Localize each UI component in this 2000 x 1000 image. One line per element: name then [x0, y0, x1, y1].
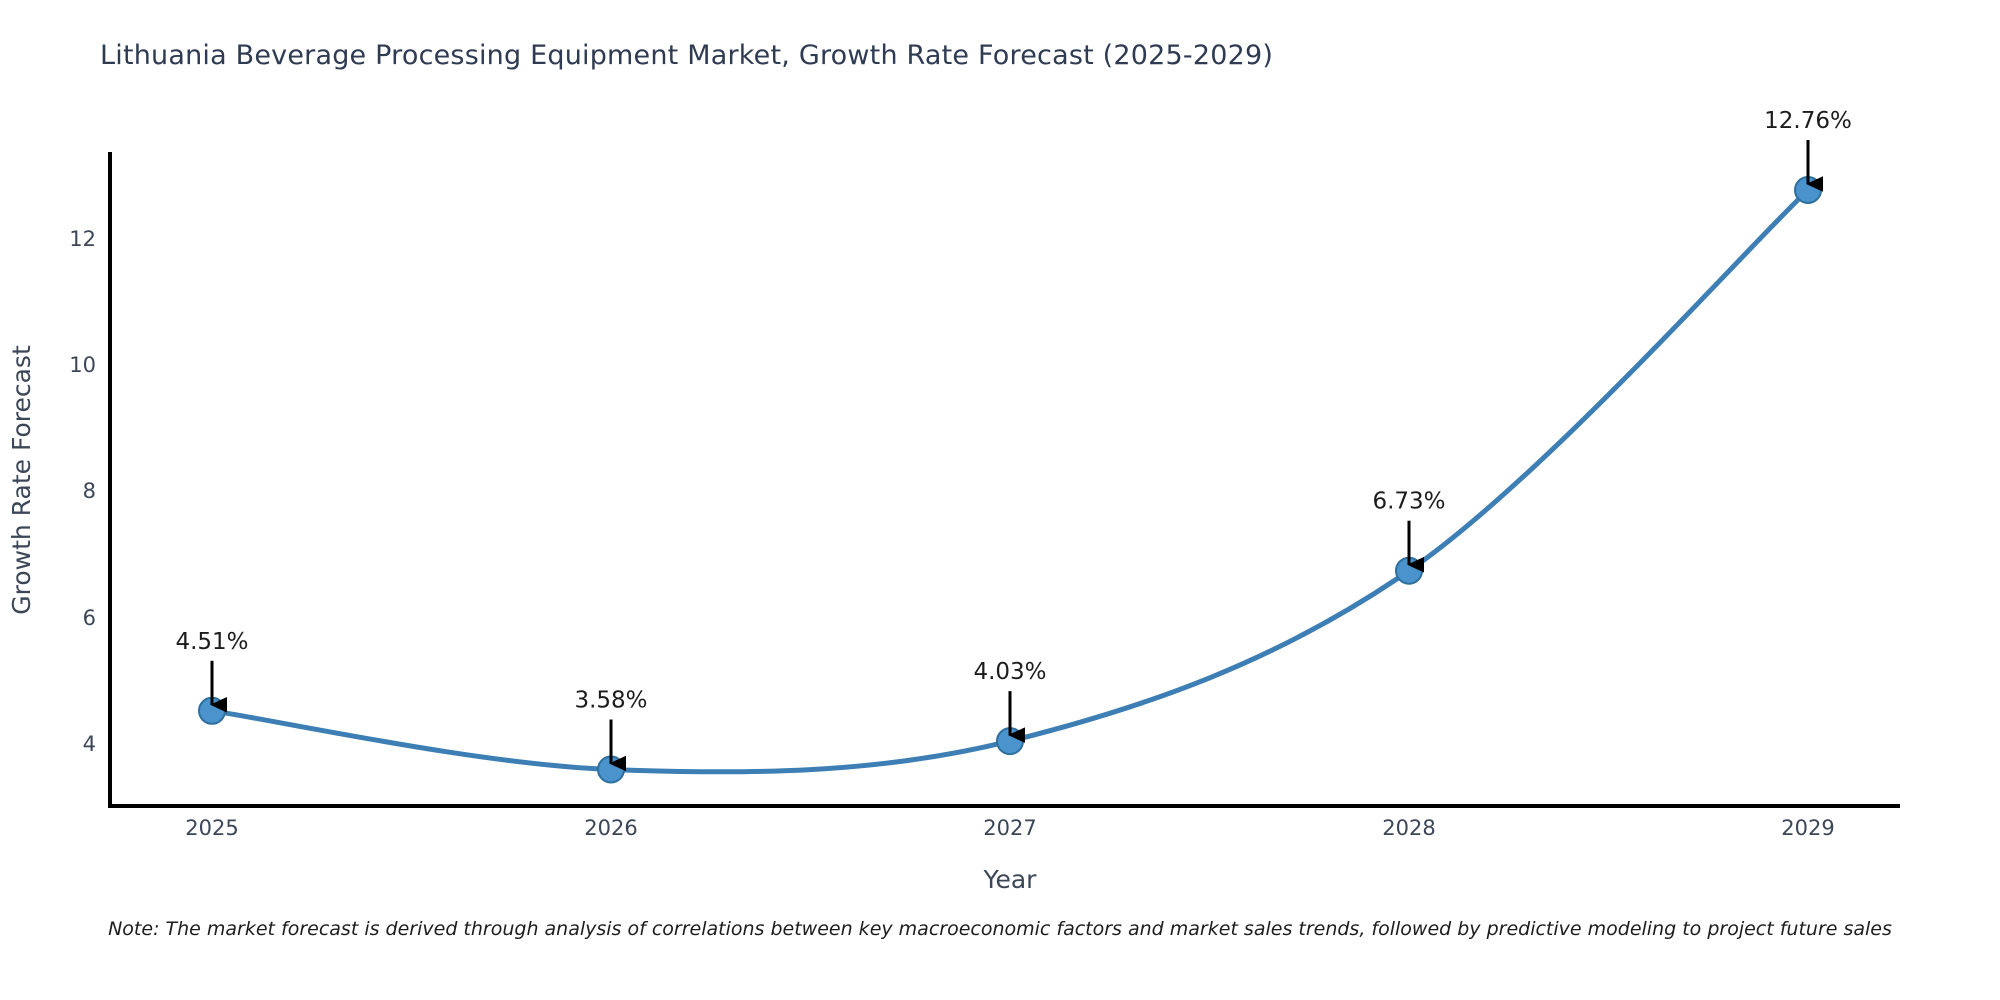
x-tick-label-2025: 2025: [185, 816, 238, 840]
x-axis-title: Year: [983, 865, 1038, 894]
chart-title: Lithuania Beverage Processing Equipment …: [100, 40, 1274, 71]
y-tick-label-10: 10: [69, 353, 96, 377]
data-label-2025: 4.51%: [175, 629, 248, 655]
x-tick-label-2029: 2029: [1781, 816, 1834, 840]
data-label-2028: 6.73%: [1372, 489, 1445, 515]
y-tick-label-4: 4: [83, 732, 96, 756]
y-tick-label-6: 6: [83, 606, 96, 630]
data-label-2027: 4.03%: [973, 659, 1046, 685]
data-label-2026: 3.58%: [574, 688, 647, 714]
data-label-2029: 12.76%: [1764, 108, 1852, 134]
x-tick-label-2026: 2026: [584, 816, 637, 840]
y-tick-label-12: 12: [69, 227, 96, 251]
y-tick-label-8: 8: [83, 479, 96, 503]
x-tick-label-2027: 2027: [983, 816, 1036, 840]
x-tick-label-2028: 2028: [1382, 816, 1435, 840]
chart-footnote: Note: The market forecast is derived thr…: [108, 918, 1892, 940]
y-axis-title: Growth Rate Forecast: [7, 345, 36, 615]
